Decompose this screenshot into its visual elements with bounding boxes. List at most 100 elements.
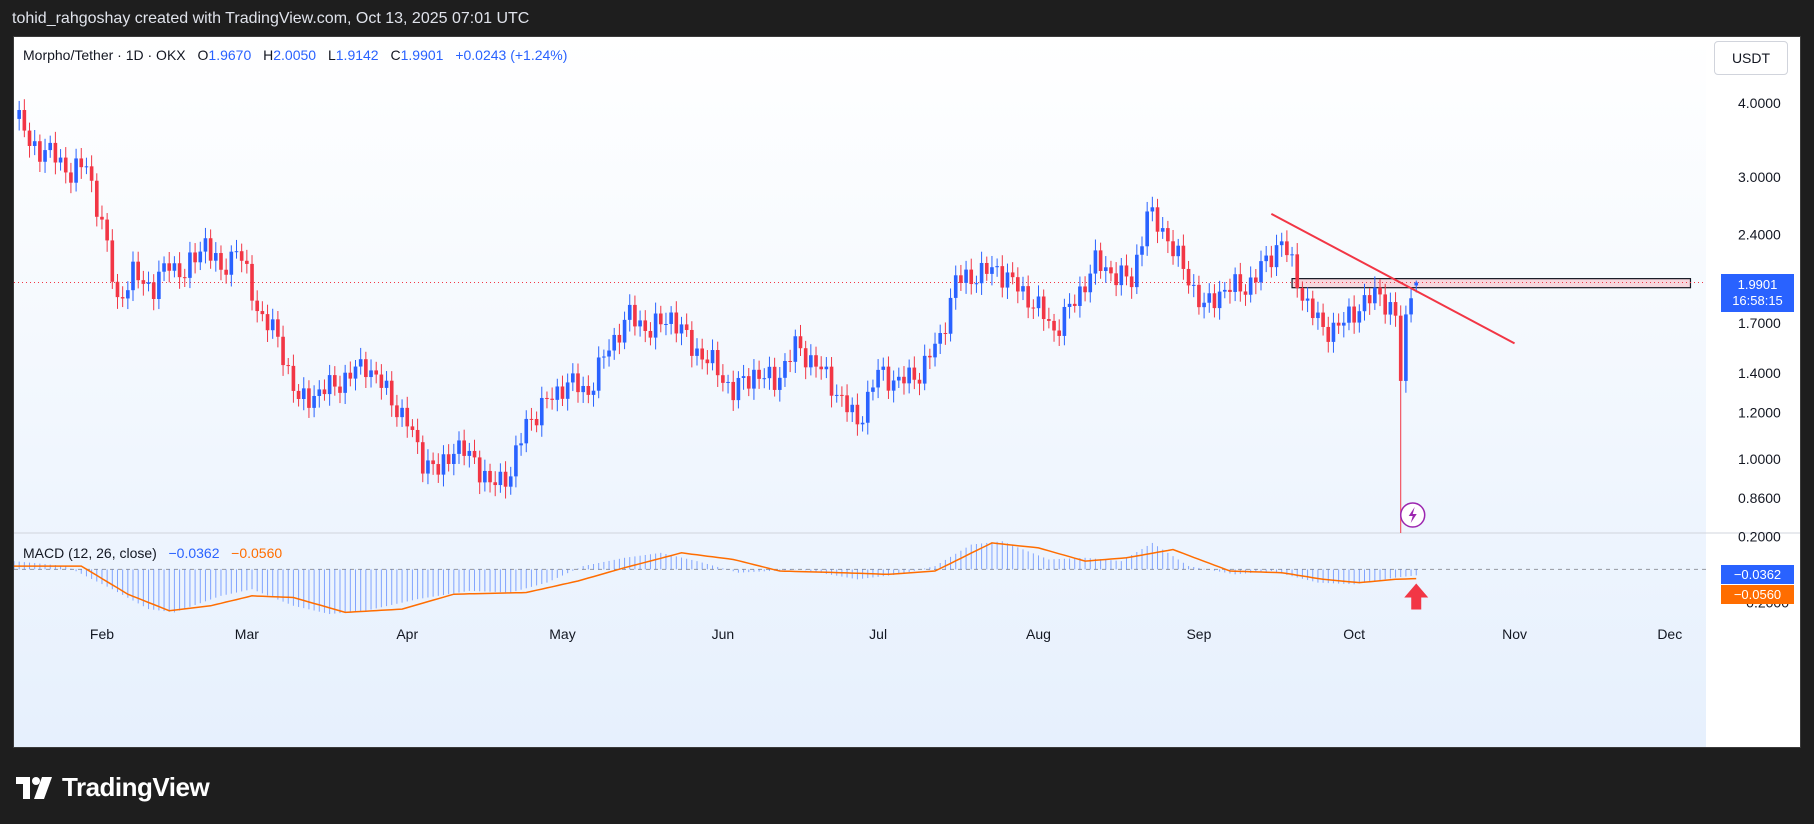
candle-body [669,312,673,324]
high-value: 2.0050 [273,47,317,63]
candle-body [912,367,917,380]
candle-body [1248,277,1253,295]
candle-body [1072,303,1077,306]
candle-body [441,454,446,475]
candle-body [710,350,715,364]
candle-body [1217,291,1222,309]
candle-body [369,370,373,378]
candle-body [783,360,787,378]
candle-body [726,381,730,383]
candle-body [1357,311,1362,323]
candle-body [1171,241,1175,257]
candle-body [545,397,549,399]
candle-body [871,387,875,392]
candle-body [410,426,415,430]
candle-body [700,348,704,360]
candle-body [162,263,166,272]
currency-button[interactable]: USDT [1714,41,1788,75]
candle-body [653,313,658,338]
candle-body [850,404,855,413]
candle-body [1398,315,1403,381]
candle-body [1181,245,1186,269]
candle-body [1103,267,1108,271]
tradingview-logo[interactable]: TradingView [14,772,210,803]
candle-body [1021,286,1025,292]
macd-tick-label-0: 0.2000 [1738,528,1781,544]
candle-body [1264,255,1268,262]
up-arrow-icon [1404,583,1429,610]
candle-body [1057,330,1062,336]
candle-body [131,261,135,291]
candle-body [809,355,813,368]
candle-body [1300,288,1305,301]
candle-body [1321,312,1325,327]
candle-body [1083,286,1087,293]
chart-frame[interactable]: 4.0000 3.0000 2.4000 1.7000 1.4000 1.2000 1.00… [13,36,1801,748]
symbol-name[interactable]: Morpho/Tether · 1D · OKX [23,47,186,63]
candle-body [415,429,420,443]
chart-background [14,37,1800,747]
candle-body [1067,303,1072,307]
candle-body [1036,296,1041,309]
candle-body [881,366,886,370]
candle-body [327,375,332,395]
candle-body [514,445,518,477]
candle-body [1222,289,1227,292]
candle-body [1295,254,1300,289]
candle-body [343,372,347,393]
candle-body [1305,298,1310,301]
price-tick-label-6: 1.0000 [1738,451,1781,467]
macd-title[interactable]: MACD (12, 26, close) [23,545,157,561]
candle-body [534,418,539,426]
candle-body [529,418,534,420]
candle-body [1238,274,1243,292]
date-tick-label-dec: Dec [1657,626,1682,642]
candle-body [1362,295,1367,312]
chart-canvas[interactable]: 4.0000 3.0000 2.4000 1.7000 1.4000 1.2000 1.00… [14,37,1801,748]
candle-body [203,238,208,252]
price-tick-label-4: 1.4000 [1738,365,1781,381]
candle-body [1331,322,1336,342]
candle-body [245,260,249,264]
candle-body [1155,207,1160,232]
candle-body [167,263,172,271]
candle-body [648,330,653,338]
candle-body [1404,314,1408,381]
candle-body [1191,284,1196,286]
candle-body [1388,302,1393,315]
candle-body [1393,302,1398,316]
candle-body [1114,273,1118,286]
candle-body [581,385,585,393]
candle-body [591,390,596,395]
candle-body [746,376,751,389]
date-tick-label-aug: Aug [1026,626,1051,642]
date-tick-label-feb: Feb [90,626,114,642]
candle-body [741,376,746,378]
candle-body [1000,266,1005,288]
candle-body [157,271,161,300]
candle-body [1098,250,1103,271]
candle-body [69,172,73,183]
candle-body [1005,272,1010,288]
price-tick-label-7: 0.8600 [1738,490,1781,506]
candle-body [1347,306,1351,323]
candle-body [596,357,601,391]
candle-body [974,283,979,285]
candle-body [834,394,839,396]
candle-body [524,418,529,444]
symbol-legend: Morpho/Tether · 1D · OKX O1.9670 H2.0050… [23,47,567,63]
candle-body [1124,265,1129,277]
candle-body [307,388,311,408]
candle-body [1031,307,1036,309]
candle-body [48,142,53,151]
candle-body [633,304,637,327]
candle-body [772,366,777,390]
candle-body [395,405,399,418]
candle-body [715,350,720,376]
footer-bar: TradingView [0,748,1814,824]
candle-body [979,262,984,284]
price-tick-label-1: 3.0000 [1738,169,1781,185]
candle-body [891,380,896,391]
candle-body [115,281,120,298]
candle-body [22,110,27,131]
